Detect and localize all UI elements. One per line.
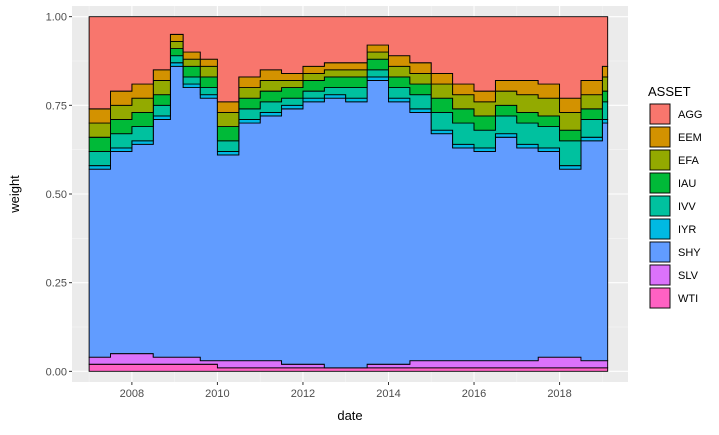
legend-label-iau: IAU bbox=[678, 178, 696, 190]
y-axis: 0.00 0.25 0.50 0.75 1.00 bbox=[46, 12, 72, 378]
legend-label-iyr: IYR bbox=[678, 224, 696, 236]
legend-swatch-efa bbox=[649, 149, 671, 171]
legend-swatch-ivv bbox=[649, 195, 671, 217]
legend-swatch-iau bbox=[649, 172, 671, 194]
x-axis-title: date bbox=[337, 408, 362, 423]
legend-label-efa: EFA bbox=[678, 155, 699, 167]
stacked-areas bbox=[88, 16, 609, 372]
legend-swatch-iyr bbox=[649, 218, 671, 240]
y-tick-label: 0.25 bbox=[46, 278, 67, 290]
legend-label-ivv: IVV bbox=[678, 201, 696, 213]
y-tick-label: 0.75 bbox=[46, 100, 67, 112]
x-tick-label: 2018 bbox=[547, 388, 571, 400]
legend: ASSET AGG EEM EFA IAU IVV IYR SHY SLV WTI bbox=[648, 84, 702, 309]
y-tick-label: 0.00 bbox=[46, 366, 67, 378]
legend-swatch-eem bbox=[649, 126, 671, 148]
x-tick-label: 2016 bbox=[462, 388, 486, 400]
legend-swatch-slv bbox=[649, 264, 671, 286]
x-tick-label: 2010 bbox=[205, 388, 229, 400]
x-tick-label: 2014 bbox=[376, 388, 400, 400]
legend-swatch-agg bbox=[649, 103, 671, 125]
area-agg bbox=[88, 16, 609, 110]
legend-label-wti: WTI bbox=[678, 293, 698, 305]
x-tick-label: 2008 bbox=[120, 388, 144, 400]
legend-label-shy: SHY bbox=[678, 247, 701, 259]
x-axis: 2008 2010 2012 2014 2016 2018 bbox=[120, 382, 572, 400]
x-tick-label: 2012 bbox=[291, 388, 315, 400]
legend-label-eem: EEM bbox=[678, 132, 702, 144]
legend-label-slv: SLV bbox=[678, 270, 699, 282]
legend-label-agg: AGG bbox=[678, 109, 702, 121]
legend-title: ASSET bbox=[648, 84, 691, 99]
y-axis-title: weight bbox=[7, 175, 22, 214]
legend-swatch-shy bbox=[649, 241, 671, 263]
y-tick-label: 1.00 bbox=[46, 12, 67, 24]
y-tick-label: 0.50 bbox=[46, 189, 67, 201]
legend-swatch-wti bbox=[649, 287, 671, 309]
